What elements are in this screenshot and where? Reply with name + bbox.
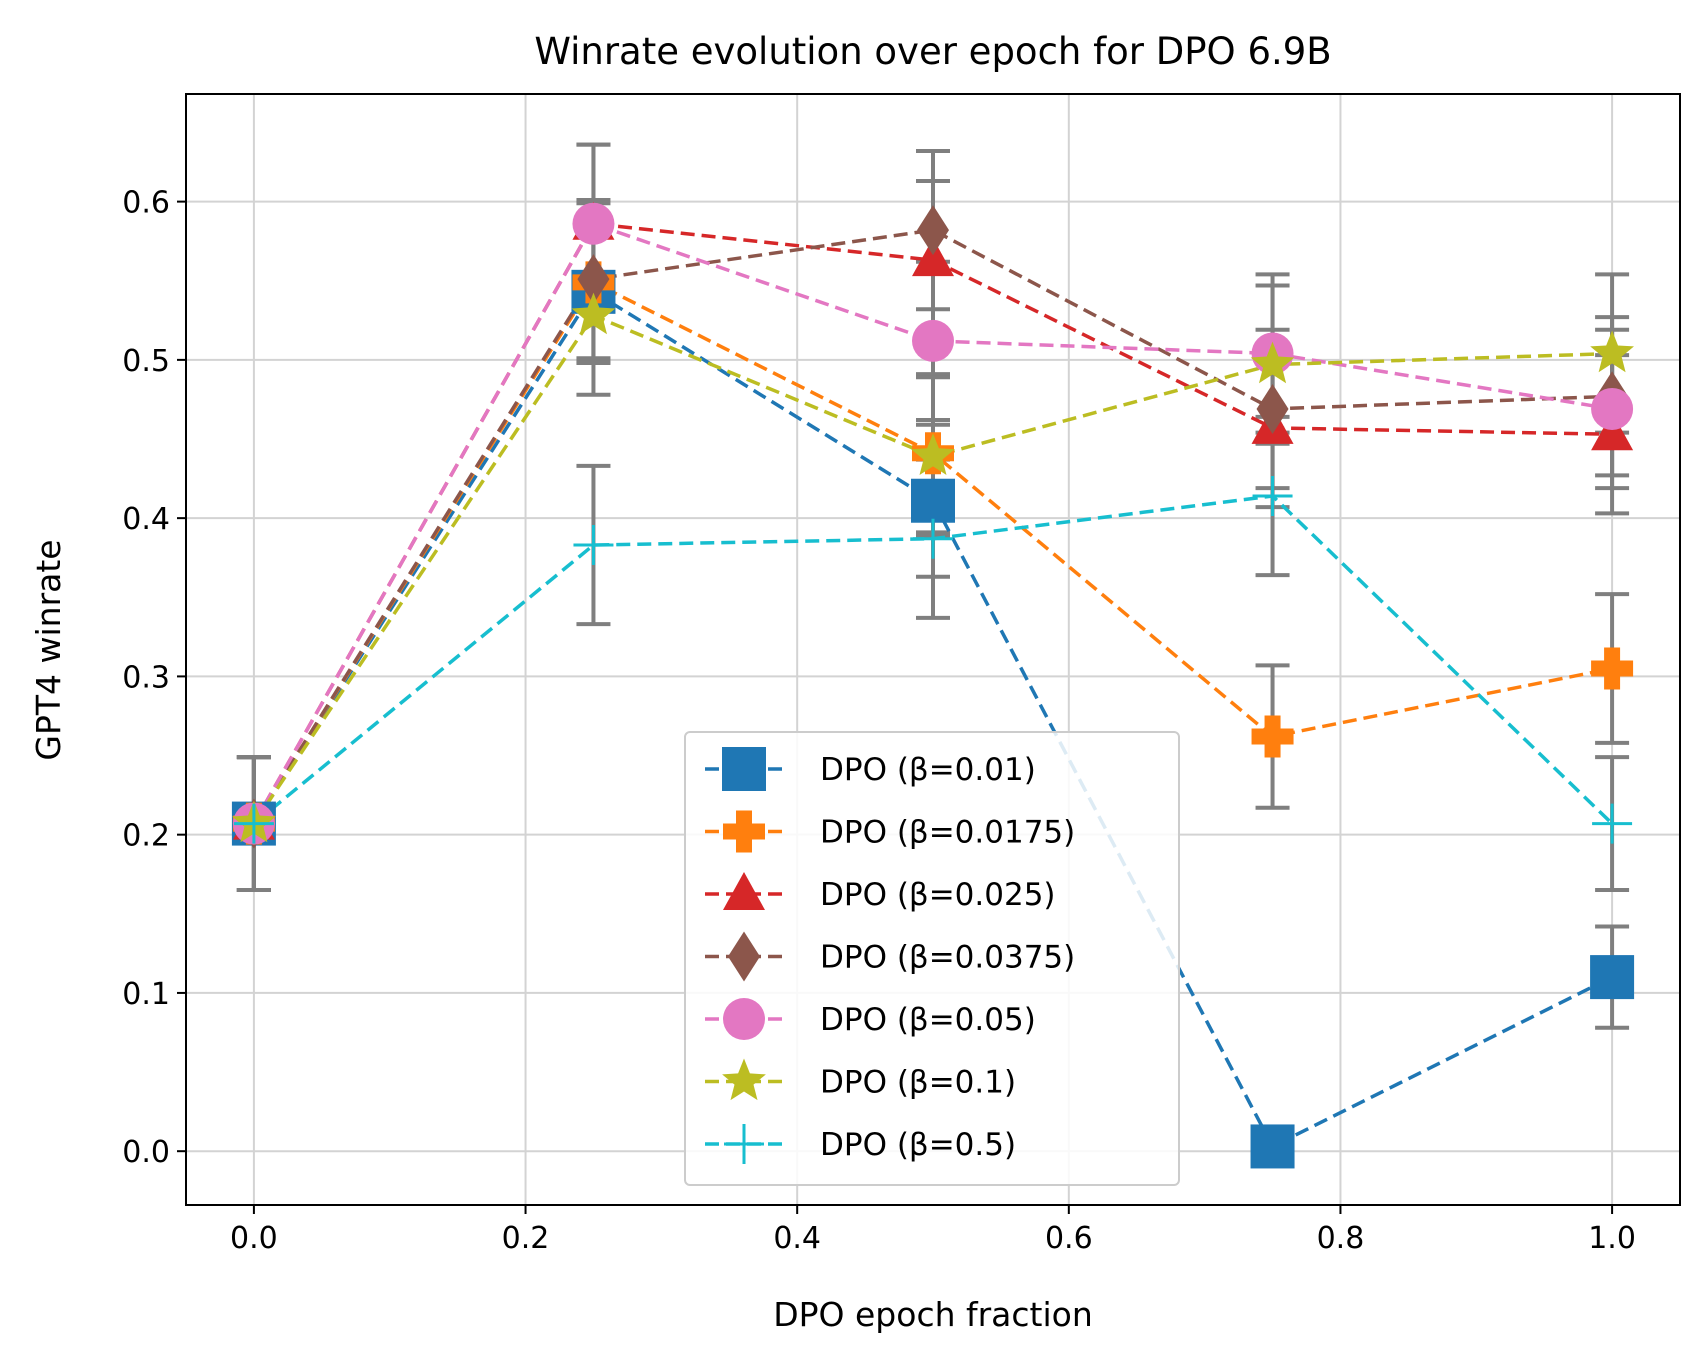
data-point-0 xyxy=(1250,1124,1295,1169)
data-point-6 xyxy=(1592,803,1633,844)
y-tick-label: 0.1 xyxy=(122,977,170,1012)
legend-label: DPO (β=0.05) xyxy=(820,1002,1036,1038)
series-markers xyxy=(231,201,1635,1169)
data-point-6 xyxy=(233,803,274,844)
data-point-3 xyxy=(577,254,610,305)
chart-title: Winrate evolution over epoch for DPO 6.9… xyxy=(534,30,1331,73)
data-point-5 xyxy=(1250,341,1295,384)
legend-box xyxy=(684,731,1180,1186)
y-axis-label: GPT4 winrate xyxy=(29,539,68,760)
data-point-5 xyxy=(911,433,955,475)
data-point-5 xyxy=(571,292,616,335)
x-tick-label: 0.6 xyxy=(1045,1221,1093,1256)
data-point-4 xyxy=(572,202,615,245)
plot-frame xyxy=(185,93,1681,1206)
legend-marker xyxy=(722,747,766,791)
data-point-2 xyxy=(912,238,954,277)
y-tick-label: 0.3 xyxy=(122,660,170,695)
y-tick-label: 0.4 xyxy=(122,502,170,537)
y-tick-label: 0.6 xyxy=(122,186,170,221)
data-point-6 xyxy=(913,518,953,559)
data-point-1 xyxy=(1251,715,1294,758)
x-tick-label: 0.0 xyxy=(230,1221,278,1256)
data-point-3 xyxy=(1256,383,1289,434)
data-point-2 xyxy=(1591,412,1634,451)
x-axis-label: DPO epoch fraction xyxy=(773,1295,1093,1334)
legend: DPO (β=0.01) DPO (β=0.0175) DPO (β=0.025) D… xyxy=(684,731,1180,1186)
x-tick-label: 0.4 xyxy=(773,1221,821,1256)
legend-marker xyxy=(723,998,765,1040)
x-tick-label: 0.2 xyxy=(502,1221,550,1256)
legend-label: DPO (β=0.01) xyxy=(820,752,1036,788)
legend-label: DPO (β=0.5) xyxy=(820,1127,1016,1163)
y-tick-label: 0.2 xyxy=(122,819,170,854)
legend-label: DPO (β=0.025) xyxy=(820,877,1056,913)
legend-marker xyxy=(723,872,765,910)
y-tick-label: 0.0 xyxy=(122,1135,170,1170)
y-tick-label: 0.5 xyxy=(122,344,170,379)
axis-ticks: 0.0 0.2 0.4 0.6 0.8 1.0 0.0 0.1 0.2 0.3 0.4 0.5 0.6 xyxy=(122,186,1636,1256)
legend-marker xyxy=(722,1058,766,1101)
legend-label: DPO (β=0.1) xyxy=(820,1065,1016,1101)
x-tick-label: 1.0 xyxy=(1588,1221,1636,1256)
series-line-4 xyxy=(252,221,1613,825)
data-point-6 xyxy=(1252,475,1293,516)
legend-marker xyxy=(724,1124,764,1164)
series-line-3 xyxy=(252,228,1613,825)
legend-label: DPO (β=0.0375) xyxy=(820,940,1075,976)
x-tick-label: 0.8 xyxy=(1317,1221,1365,1256)
data-point-3 xyxy=(917,205,949,256)
legend-marker xyxy=(723,810,765,853)
data-point-0 xyxy=(911,478,955,523)
data-point-0 xyxy=(1590,955,1635,1000)
data-point-4 xyxy=(1591,387,1634,430)
data-point-5 xyxy=(1590,330,1634,373)
data-point-4 xyxy=(912,319,954,362)
data-point-1 xyxy=(1591,647,1634,690)
data-point-6 xyxy=(573,525,614,566)
legend-label: DPO (β=0.0175) xyxy=(820,815,1075,851)
legend-marker xyxy=(728,931,760,982)
